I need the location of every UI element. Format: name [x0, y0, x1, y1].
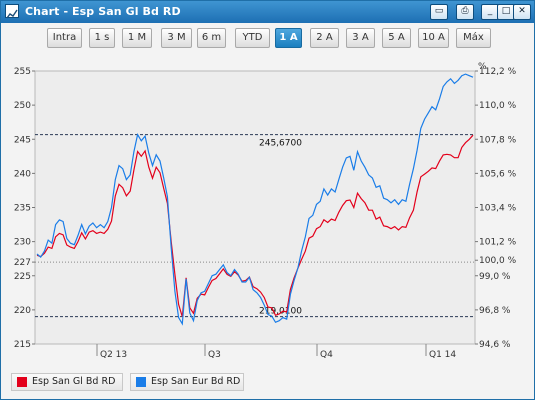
- range-button-1-a[interactable]: 1 A: [275, 28, 302, 48]
- reference-line-label: 219,0100: [259, 307, 302, 317]
- left-tick-label: 235: [14, 204, 31, 214]
- right-tick-label: 100,0 %: [479, 256, 517, 266]
- right-tick-label: 103,4 %: [479, 204, 517, 214]
- left-tick-label: 225: [14, 272, 31, 282]
- restore-window-icon[interactable]: ▭: [430, 4, 448, 20]
- range-button-3-m[interactable]: 3 M: [161, 28, 192, 48]
- legend-label: Esp San Gl Bd RD: [32, 376, 116, 387]
- x-tick-label: Q1 14: [429, 350, 456, 360]
- range-button-1-s[interactable]: 1 s: [89, 28, 115, 48]
- x-tick-label: Q2 13: [100, 350, 127, 360]
- range-button-intra[interactable]: Intra: [47, 28, 82, 48]
- left-tick-label: 215: [14, 340, 31, 350]
- left-tick-label: 245: [14, 135, 31, 145]
- title-bar[interactable]: Chart - Esp San Gl Bd RD ▭ ⎙ _ □ ✕: [1, 1, 534, 23]
- right-tick-label: 107,8 %: [479, 135, 517, 145]
- left-tick-label: 240: [14, 169, 31, 179]
- range-button-ytd[interactable]: YTD: [235, 28, 270, 48]
- range-button-2-a[interactable]: 2 A: [310, 28, 339, 48]
- legend-swatch: [17, 377, 27, 387]
- range-button-max[interactable]: Máx: [456, 28, 491, 48]
- range-button-10-a[interactable]: 10 A: [418, 28, 449, 48]
- x-tick-label: Q3: [208, 350, 221, 360]
- window-title: Chart - Esp San Gl Bd RD: [25, 5, 181, 18]
- left-tick-label: 230: [14, 238, 31, 248]
- reference-line-label: 245,6700: [259, 139, 302, 149]
- right-tick-label: 112,2 %: [479, 67, 517, 77]
- legend-item[interactable]: Esp San Gl Bd RD: [11, 373, 123, 391]
- line-chart: 215 220 225 227 230 235 240 245 250 255 94,6 % 96,…: [14, 62, 517, 360]
- x-tick-label: Q4: [320, 350, 333, 360]
- legend-item[interactable]: Esp San Eur Bd RD: [130, 373, 244, 391]
- right-tick-label: 99,0 %: [479, 272, 511, 282]
- range-button-3-a[interactable]: 3 A: [346, 28, 375, 48]
- right-tick-label: 110,0 %: [479, 101, 517, 111]
- right-axis-unit: %: [478, 62, 487, 72]
- left-tick-label: 255: [14, 67, 31, 77]
- left-tick-label: 227: [14, 258, 31, 268]
- legend-label: Esp San Eur Bd RD: [151, 376, 241, 387]
- right-tick-label: 96,8 %: [479, 306, 511, 316]
- close-icon[interactable]: ✕: [513, 4, 531, 20]
- right-tick-label: 94,6 %: [479, 340, 511, 350]
- legend: Esp San Gl Bd RD Esp San Eur Bd RD: [1, 371, 534, 393]
- right-tick-label: 105,6 %: [479, 169, 517, 179]
- left-tick-label: 220: [14, 306, 31, 316]
- plot-area: [34, 70, 476, 345]
- chart-app-icon: [5, 4, 19, 19]
- series-line-esp-san-eur-bd-rd: [36, 73, 474, 326]
- series-line-esp-san-gl-bd-rd: [36, 134, 474, 317]
- range-button-5-a[interactable]: 5 A: [382, 28, 411, 48]
- legend-swatch: [136, 377, 146, 387]
- left-tick-label: 250: [14, 101, 31, 111]
- range-button-6-m[interactable]: 6 m: [197, 28, 226, 48]
- print-icon[interactable]: ⎙: [456, 4, 474, 20]
- range-button-1-m[interactable]: 1 M: [122, 28, 152, 48]
- right-tick-label: 101,2 %: [479, 238, 517, 248]
